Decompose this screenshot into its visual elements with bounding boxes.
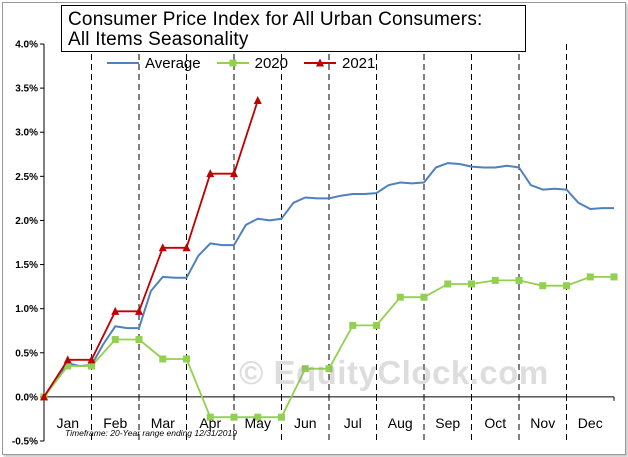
y-tick-label: 4.0% — [15, 40, 38, 51]
tick-labels: -0.5% 0.0% 0.5% 1.0% 1.5% 2.0% 2.5% 3.0% 3.5% 4.0… — [12, 40, 603, 448]
data-point-2020 — [206, 413, 214, 421]
data-point-2021 — [230, 169, 238, 178]
x-tick-label-may: May — [245, 415, 271, 431]
data-point-2020 — [539, 282, 547, 290]
x-tick-label-dec: Dec — [578, 415, 603, 431]
data-point-2020 — [183, 355, 190, 363]
data-point-2021 — [158, 243, 167, 252]
x-tick-label-sep: Sep — [435, 415, 460, 431]
y-tick-label: 3.0% — [15, 128, 38, 139]
x-tick-label-jun: Jun — [294, 415, 317, 431]
data-point-2021 — [111, 306, 120, 315]
y-tick-label: 2.5% — [15, 172, 38, 183]
data-point-2021 — [135, 306, 143, 315]
legend-swatch-average — [107, 62, 139, 64]
data-point-2021 — [206, 169, 215, 178]
series-line-2021 — [43, 100, 259, 398]
data-point-2020 — [159, 355, 167, 363]
legend-label-2021: 2021 — [341, 54, 376, 72]
data-point-2020 — [420, 293, 428, 301]
chart-legend: Average 2020 2021 — [105, 54, 389, 72]
legend-label-average: Average — [145, 54, 201, 72]
x-tick-label-jul: Jul — [344, 415, 362, 431]
x-tick-label-oct: Oct — [484, 415, 506, 431]
data-point-2020 — [111, 336, 119, 344]
timeframe-footnote: Timeframe: 20-Year range ending 12/31/20… — [65, 428, 237, 438]
data-point-2020 — [301, 365, 309, 373]
data-point-2020 — [135, 336, 143, 344]
chart-title-line-2: All Items Seasonality — [68, 29, 249, 50]
data-point-2020 — [349, 321, 357, 329]
legend-item-average: Average — [105, 54, 201, 72]
data-point-2020 — [563, 282, 570, 290]
data-point-2020 — [468, 280, 475, 288]
data-point-2020 — [254, 413, 262, 421]
data-point-2020 — [610, 273, 618, 281]
data-point-2020 — [444, 280, 452, 288]
data-point-2020 — [230, 413, 238, 421]
data-point-2020 — [88, 362, 95, 370]
y-tick-label: -0.5% — [12, 437, 38, 448]
y-tick-label: 0.0% — [15, 392, 38, 403]
y-tick-label: 1.5% — [15, 260, 38, 271]
chart-title-box: Consumer Price Index for All Urban Consu… — [61, 5, 526, 52]
x-tick-label-aug: Aug — [388, 415, 413, 431]
series-lines — [40, 95, 618, 421]
data-point-2020 — [325, 365, 333, 373]
data-point-2021 — [87, 355, 96, 364]
watermark-text: © EquityClock.com — [239, 354, 549, 391]
grid-lines — [91, 44, 567, 441]
legend-label-2020: 2020 — [254, 54, 288, 72]
x-tick-label-feb: Feb — [103, 415, 127, 431]
data-point-2020 — [396, 293, 404, 301]
y-tick-label: 3.5% — [15, 84, 38, 95]
data-point-2020 — [373, 321, 380, 329]
data-point-2020 — [586, 273, 594, 281]
data-point-2021 — [182, 243, 191, 252]
x-tick-label-jan: Jan — [56, 415, 79, 431]
data-point-2021 — [40, 392, 48, 401]
y-tick-label: 1.0% — [15, 304, 38, 315]
legend-swatch-2020 — [216, 59, 249, 67]
data-point-2020 — [491, 276, 499, 284]
chart-title-line-1: Consumer Price Index for All Urban Consu… — [68, 9, 483, 30]
data-point-2021 — [253, 95, 262, 104]
series-line-average — [43, 162, 614, 398]
data-point-2021 — [63, 355, 72, 364]
legend-swatch-2021 — [303, 58, 336, 67]
y-tick-label: 0.5% — [15, 348, 38, 359]
x-tick-label-apr: Apr — [199, 415, 221, 431]
legend-item-2020: 2020 — [215, 54, 288, 72]
x-tick-label-nov: Nov — [530, 415, 555, 431]
data-point-2020 — [64, 362, 72, 370]
data-point-2020 — [278, 413, 285, 421]
x-tick-label-mar: Mar — [151, 415, 175, 431]
y-tick-label: 2.0% — [15, 216, 38, 227]
legend-item-2021: 2021 — [302, 54, 375, 72]
data-point-2020 — [515, 276, 523, 284]
